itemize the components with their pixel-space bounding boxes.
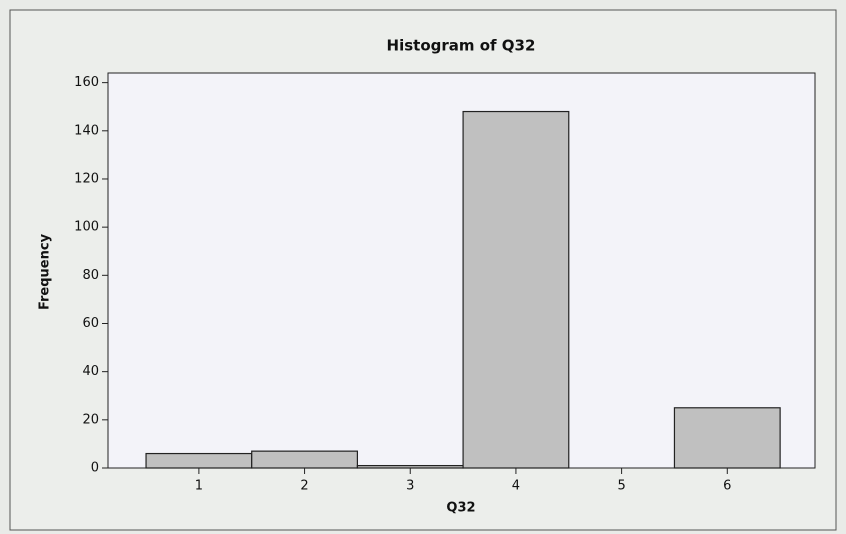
- bar: [251, 450, 359, 469]
- plot-area: [107, 72, 816, 469]
- y-tick-label: 80: [82, 268, 99, 283]
- bar: [673, 407, 781, 469]
- x-tick-label: 3: [406, 479, 414, 494]
- y-tick-label: 120: [74, 171, 99, 186]
- y-tick-label: 100: [74, 220, 99, 235]
- y-tick-label: 60: [82, 316, 99, 331]
- chart-title: Histogram of Q32: [387, 37, 536, 55]
- y-tick-label: 140: [74, 123, 99, 138]
- x-tick-label: 5: [617, 479, 625, 494]
- bar: [145, 452, 253, 469]
- y-tick-label: 40: [82, 364, 99, 379]
- y-tick-label: 160: [74, 75, 99, 90]
- y-tick-label: 0: [91, 461, 99, 476]
- bar: [462, 110, 570, 469]
- x-tick-label: 6: [723, 479, 731, 494]
- y-axis-title: Frequency: [38, 233, 53, 310]
- y-tick-label: 20: [82, 412, 99, 427]
- x-tick-label: 2: [300, 479, 308, 494]
- bar: [356, 464, 464, 469]
- x-axis-title: Q32: [446, 501, 475, 516]
- x-tick-label: 4: [512, 479, 520, 494]
- x-tick-label: 1: [195, 479, 203, 494]
